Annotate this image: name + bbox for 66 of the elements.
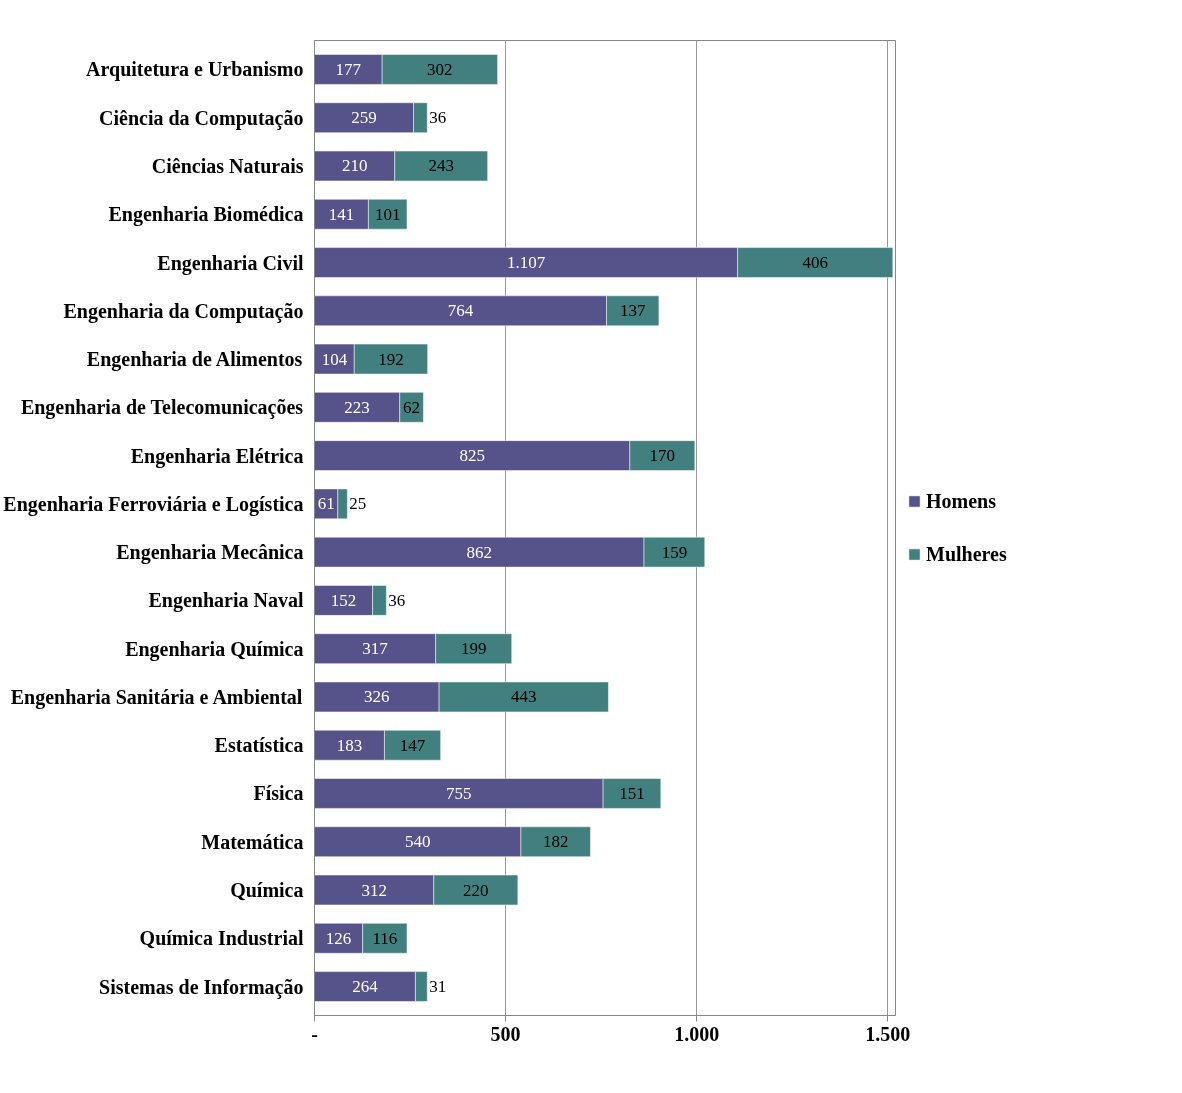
data-label: 223	[344, 397, 370, 417]
data-label: 152	[330, 590, 357, 610]
data-label: 264	[352, 977, 379, 997]
data-label: 177	[335, 59, 362, 79]
data-label: 170	[649, 446, 676, 466]
y-tick-label: Física	[253, 782, 304, 805]
y-tick-label: Ciências Naturais	[151, 155, 304, 177]
data-label: 25	[349, 494, 367, 514]
y-tick-label: Arquitetura e Urbanismo	[86, 58, 304, 82]
x-tick-label: 1.000	[674, 1022, 720, 1045]
y-tick-label: Engenharia Naval	[148, 589, 304, 613]
data-label: 159	[661, 542, 688, 562]
data-label: 862	[466, 542, 492, 562]
data-label: 540	[404, 832, 431, 852]
data-label: 183	[336, 735, 363, 755]
data-label: 326	[364, 687, 390, 707]
y-tick-label: Engenharia Química	[125, 637, 304, 661]
data-label: 210	[341, 156, 368, 176]
y-tick-label: Sistemas de Informação	[99, 975, 304, 999]
y-tick-label: Engenharia Mecânica	[116, 541, 304, 565]
data-label: 62	[403, 397, 421, 417]
data-label: 1.107	[506, 253, 546, 273]
y-tick-label: Estatística	[214, 734, 304, 757]
data-label: 104	[321, 349, 348, 369]
data-label: 302	[427, 59, 453, 79]
x-tick-label: 1.500	[865, 1022, 911, 1045]
data-label: 137	[619, 301, 646, 321]
data-label: 199	[460, 639, 487, 659]
data-label: 116	[372, 928, 398, 948]
data-label: 243	[428, 156, 454, 176]
data-label: 259	[351, 108, 377, 128]
data-label: 406	[802, 253, 828, 273]
data-label: 101	[374, 204, 401, 224]
y-tick-label: Matemática	[201, 830, 304, 853]
data-label: 36	[388, 590, 406, 610]
y-tick-label: Engenharia Civil	[157, 251, 304, 275]
legend-label: Homens	[926, 489, 996, 513]
y-tick-label: Engenharia de Telecomunicações	[20, 396, 304, 420]
y-tick-label: Ciência da Computação	[99, 106, 304, 130]
data-label: 220	[463, 880, 489, 900]
data-label: 764	[447, 301, 474, 321]
data-label: 126	[325, 928, 352, 948]
legend-label: Mulheres	[926, 542, 1007, 566]
data-label: 192	[378, 349, 404, 369]
y-tick-label: Engenharia da Computação	[63, 299, 304, 323]
data-label: 151	[619, 783, 645, 803]
y-tick-label: Engenharia Elétrica	[130, 444, 304, 468]
data-label: 755	[446, 783, 472, 803]
y-tick-label: Química Industrial	[139, 927, 304, 950]
data-label: 36	[429, 108, 447, 128]
y-tick-label: Engenharia Sanitária e Ambiental	[10, 685, 303, 709]
data-label: 147	[399, 735, 426, 755]
y-tick-label: Engenharia de Alimentos	[86, 348, 303, 372]
data-label: 141	[328, 204, 355, 224]
data-label: 182	[542, 832, 569, 852]
data-label: 825	[459, 446, 485, 466]
data-label: 317	[362, 639, 389, 659]
data-label: 31	[429, 977, 447, 997]
data-label: 443	[511, 687, 537, 707]
x-tick-label: 500	[490, 1022, 521, 1045]
data-label: 312	[361, 880, 387, 900]
y-tick-label: Engenharia Biomédica	[108, 203, 304, 227]
y-tick-label: Engenharia Ferroviária e Logística	[3, 492, 304, 516]
y-tick-label: Química	[230, 879, 304, 901]
data-label: 61	[317, 494, 335, 514]
x-tick-label: -	[311, 1022, 318, 1045]
